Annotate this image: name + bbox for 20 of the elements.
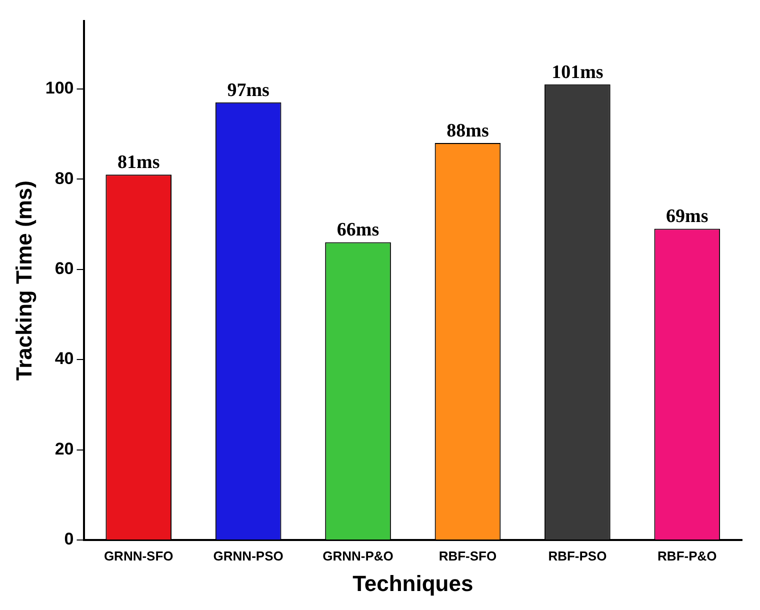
data-label: 81ms <box>118 152 160 173</box>
x-tick-label: RBF-PSO <box>548 548 607 564</box>
y-tick-label: 100 <box>45 78 74 98</box>
data-label: 101ms <box>552 62 604 83</box>
x-tick-label: GRNN-P&O <box>322 548 394 564</box>
y-tick-label: 80 <box>54 168 74 188</box>
data-label: 66ms <box>336 220 380 241</box>
y-tick-label: 40 <box>54 349 74 368</box>
data-label: 88ms <box>446 120 489 142</box>
x-axis-title: Techniques <box>352 570 474 596</box>
data-label: 97ms <box>227 80 270 101</box>
y-tick-label: 60 <box>54 259 74 278</box>
x-tick-label: RBF-SFO <box>438 548 497 564</box>
y-tick-label: 0 <box>64 530 74 549</box>
y-tick-label: 20 <box>54 439 74 458</box>
y-axis-title: Tracking Time (ms) <box>11 180 36 381</box>
x-tick-label: GRNN-SFO <box>104 548 174 564</box>
x-tick-label: GRNN-PSO <box>213 548 284 564</box>
x-tick-label: RBF-P&O <box>658 548 717 564</box>
data-label: 69ms <box>666 206 708 228</box>
